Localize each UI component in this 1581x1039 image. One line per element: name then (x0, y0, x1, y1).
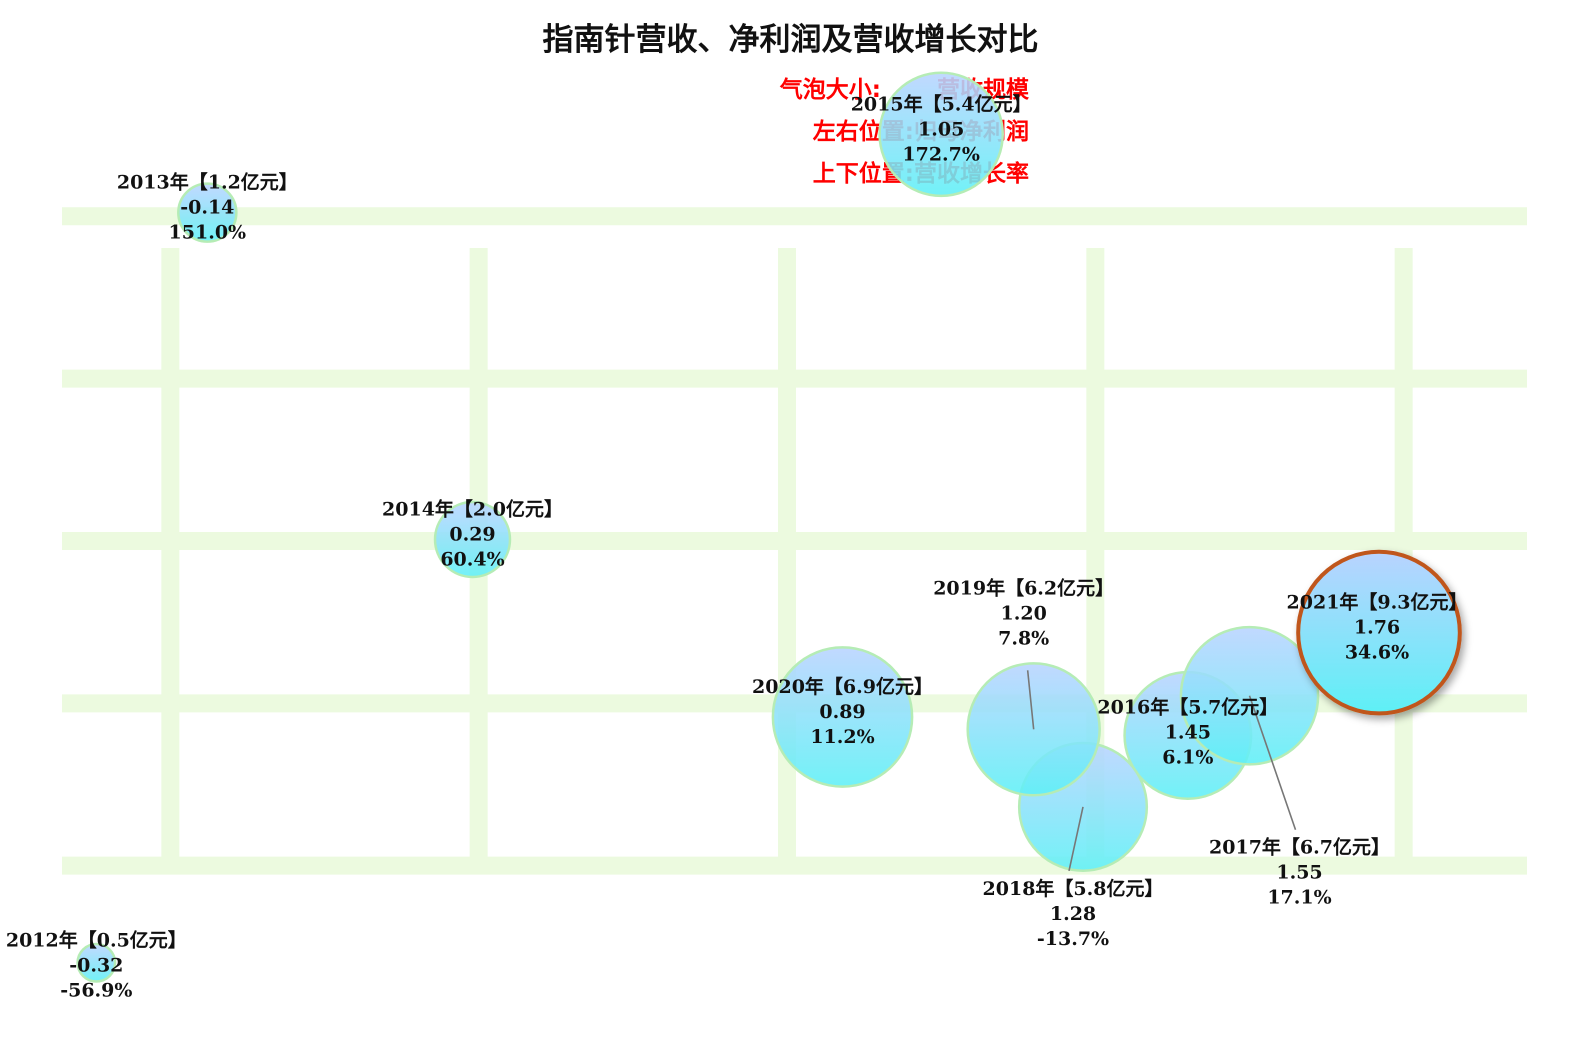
label-net-profit: 1.45 (1165, 721, 1211, 743)
label-growth-rate: 11.2% (810, 726, 874, 748)
leader-line-2019 (1026, 670, 1035, 730)
data-label-2014: 2014年【2.0亿元】 0.29 60.4% (382, 498, 563, 571)
label-net-profit: 1.05 (918, 118, 964, 140)
data-label-2021: 2021年【9.3亿元】 1.76 34.6% (1287, 591, 1468, 664)
label-growth-rate: 7.8% (998, 627, 1049, 649)
label-year-revenue: 2012年【0.5亿元】 (6, 929, 187, 952)
label-net-profit: 1.20 (1001, 602, 1047, 624)
label-growth-rate: 17.1% (1267, 887, 1331, 909)
label-growth-rate: 60.4% (440, 549, 504, 571)
label-growth-rate: -13.7% (1037, 928, 1109, 950)
label-year-revenue: 2016年【5.7亿元】 (1097, 695, 1278, 718)
label-growth-rate: -56.9% (60, 980, 132, 1002)
data-label-2016: 2016年【5.7亿元】 1.45 6.1% (1097, 695, 1278, 768)
bubble-2015 (878, 71, 1004, 198)
label-year-revenue: 2014年【2.0亿元】 (382, 498, 563, 521)
label-year-revenue: 2020年【6.9亿元】 (752, 675, 933, 698)
data-label-2013: 2013年【1.2亿元】 -0.14 151.0% (117, 171, 298, 244)
label-net-profit: -0.32 (69, 955, 123, 977)
bubble-2012 (76, 942, 117, 983)
label-net-profit: 1.28 (1050, 903, 1096, 925)
label-year-revenue: 2015年【5.4亿元】 (851, 92, 1032, 115)
label-net-profit: -0.14 (180, 197, 234, 219)
data-label-2015: 2015年【5.4亿元】 1.05 172.7% (851, 92, 1032, 165)
label-net-profit: 1.76 (1354, 617, 1400, 639)
label-net-profit: 0.29 (449, 524, 495, 546)
label-growth-rate: 6.1% (1162, 746, 1213, 768)
bubble-2021 (1296, 549, 1462, 716)
chart-title: 指南针营收、净利润及营收增长对比 (542, 22, 1039, 58)
label-year-revenue: 2013年【1.2亿元】 (117, 171, 298, 194)
data-label-2019: 2019年【6.2亿元】 1.20 7.8% (933, 576, 1114, 649)
label-net-profit: 1.55 (1276, 862, 1322, 884)
label-growth-rate: 172.7% (902, 143, 980, 165)
label-year-revenue: 2017年【6.7亿元】 (1209, 836, 1390, 859)
label-growth-rate: 34.6% (1345, 642, 1409, 664)
label-net-profit: 0.89 (819, 701, 865, 723)
data-label-2012: 2012年【0.5亿元】 -0.32 -56.9% (6, 929, 187, 1002)
bubble-2013 (177, 182, 238, 243)
data-labels: 2012年【0.5亿元】 -0.32 -56.9% 2013年【1.2亿元】 -0.14… (6, 92, 1468, 1001)
leader-line-2017 (1248, 695, 1297, 831)
data-label-2018: 2018年【5.8亿元】 1.28 -13.7% (983, 877, 1164, 950)
bubble-2020 (771, 646, 914, 788)
leader-lines (1026, 670, 1297, 872)
bubbles (76, 71, 1462, 983)
label-year-revenue: 2021年【9.3亿元】 (1287, 591, 1468, 614)
bubble-2014 (433, 500, 512, 579)
label-year-revenue: 2019年【6.2亿元】 (933, 576, 1114, 599)
data-label-2020: 2020年【6.9亿元】 0.89 11.2% (752, 675, 933, 748)
label-year-revenue: 2018年【5.8亿元】 (983, 877, 1164, 900)
data-label-2017: 2017年【6.7亿元】 1.55 17.1% (1209, 836, 1390, 909)
leader-line-2018 (1068, 806, 1084, 872)
label-growth-rate: 151.0% (169, 222, 247, 244)
